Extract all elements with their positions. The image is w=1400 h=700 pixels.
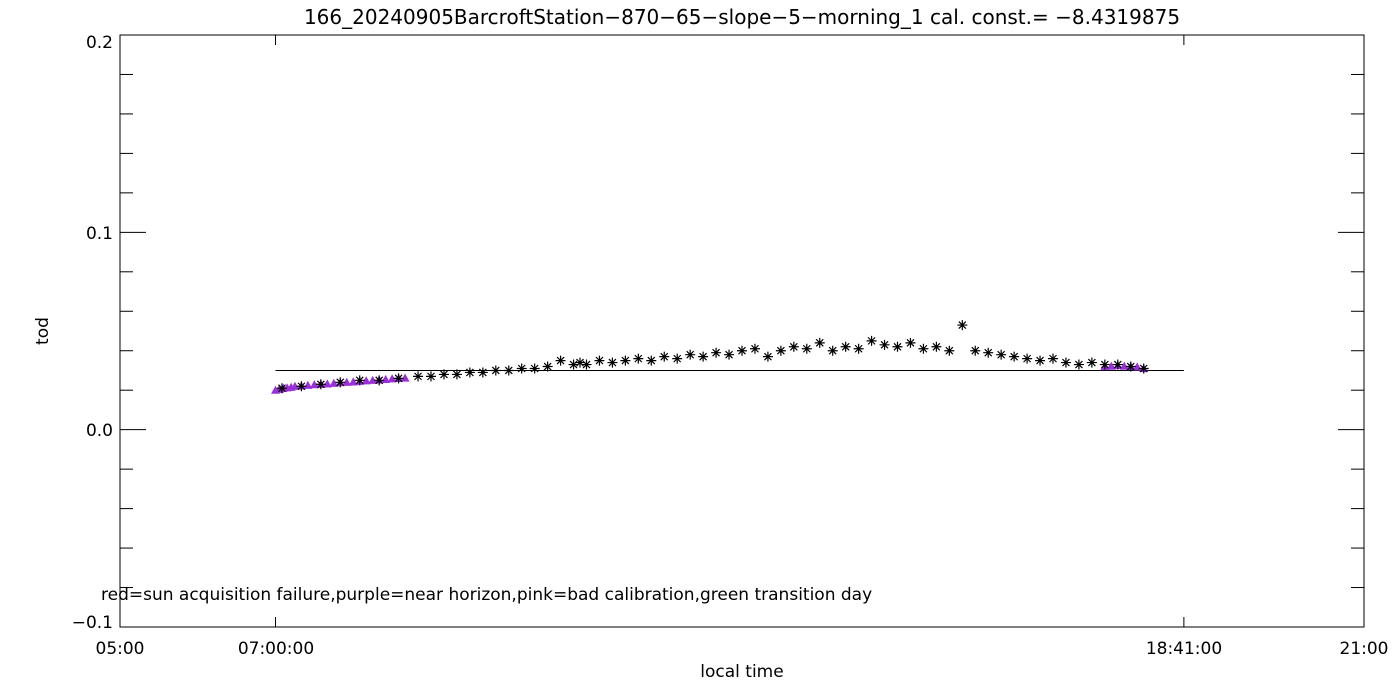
- tod-point: [633, 353, 644, 364]
- tod-point: [438, 369, 449, 380]
- tod-point: [354, 375, 365, 386]
- tod-point: [503, 365, 514, 376]
- plot-frame: [119, 34, 1365, 628]
- tod-point: [749, 343, 760, 354]
- tod-point: [620, 355, 631, 366]
- tod-point: [788, 341, 799, 352]
- tod-point: [335, 377, 346, 388]
- near-horizon-point: [329, 378, 339, 387]
- tod-point: [918, 343, 929, 354]
- x-axis-label: local time: [700, 662, 783, 682]
- tod-point: [1048, 353, 1058, 364]
- tod-point: [827, 345, 838, 356]
- color-legend-note: red=sun acquisition failure,purple=near …: [101, 585, 872, 605]
- tod-point: [516, 363, 527, 374]
- tod-point: [711, 347, 722, 358]
- tod-point: [568, 359, 579, 370]
- tod-point: [879, 339, 890, 350]
- tod-point: [957, 320, 968, 331]
- tod-point: [477, 367, 488, 378]
- y-axis-label: tod: [33, 317, 53, 345]
- tod-point: [542, 361, 553, 372]
- tod-point: [315, 379, 326, 390]
- chart-title: 166_20240905BarcroftStation−870−65−slope…: [304, 5, 1180, 29]
- tod-point: [905, 337, 916, 348]
- tod-point: [724, 349, 735, 360]
- tod-point: [296, 381, 307, 392]
- tod-point: [1125, 361, 1136, 372]
- tod-point: [451, 369, 462, 380]
- near-horizon-point: [322, 379, 332, 388]
- near-horizon-point: [290, 381, 300, 390]
- tod-point: [1035, 355, 1046, 366]
- tod-point: [970, 345, 981, 356]
- tod-point: [983, 347, 994, 358]
- tod-point: [374, 375, 385, 386]
- tod-point: [413, 371, 424, 382]
- data-points: [271, 320, 1149, 394]
- x-tick-label-end: 21:00: [1340, 639, 1389, 659]
- tod-point: [866, 335, 877, 346]
- tod-point: [1073, 359, 1084, 370]
- near-horizon-point: [342, 377, 352, 386]
- tod-point: [762, 351, 773, 362]
- tod-point: [490, 365, 501, 376]
- tod-point: [996, 349, 1007, 360]
- tod-point: [464, 367, 475, 378]
- tod-point: [737, 345, 747, 356]
- tod-point: [801, 343, 812, 354]
- tod-point: [607, 357, 618, 368]
- near-horizon-point: [368, 375, 378, 384]
- tod-point: [1009, 351, 1020, 362]
- near-horizon-point: [348, 377, 358, 386]
- near-horizon-point: [361, 376, 371, 385]
- tod-point: [659, 351, 670, 362]
- tod-point: [575, 357, 586, 368]
- y-axis-ticks: [120, 34, 1364, 628]
- tod-point: [1112, 359, 1123, 370]
- near-horizon-point: [387, 374, 397, 383]
- tod-point: [555, 355, 566, 366]
- tod-point: [840, 341, 851, 352]
- tod-point: [672, 353, 683, 364]
- tod-point: [393, 373, 404, 384]
- tod-point: [646, 355, 657, 366]
- tod-point: [1099, 359, 1110, 370]
- tod-point: [529, 363, 540, 374]
- x-tick-label-last-obs: 18:41:00: [1146, 639, 1222, 659]
- x-tick-label-first-obs: 07:00:00: [238, 639, 314, 659]
- tod-point: [931, 341, 942, 352]
- x-axis-ticks: [119, 35, 1365, 627]
- y-tick-label-max: 0.2: [86, 33, 113, 53]
- tod-point: [1138, 363, 1149, 374]
- tod-point: [775, 345, 786, 356]
- tod-point: [892, 341, 903, 352]
- tod-point: [944, 345, 955, 356]
- near-horizon-point: [309, 380, 319, 389]
- tod-point: [698, 351, 709, 362]
- tod-point: [426, 371, 436, 382]
- y-tick-label-min: −0.1: [72, 613, 113, 633]
- tod-point: [1086, 357, 1097, 368]
- tod-point: [581, 359, 592, 370]
- tod-point: [1060, 357, 1071, 368]
- tod-point: [276, 383, 287, 394]
- tod-point: [1022, 353, 1033, 364]
- tod-point: [685, 349, 696, 360]
- near-horizon-point: [1119, 361, 1129, 370]
- y-tick-label-0-1: 0.1: [86, 224, 113, 244]
- near-horizon-point: [400, 373, 410, 382]
- near-horizon-point: [1106, 361, 1116, 370]
- tod-point: [594, 355, 605, 366]
- tod-point: [853, 343, 864, 354]
- y-tick-label-zero: 0.0: [86, 421, 113, 441]
- x-tick-label-start: 05:00: [96, 639, 145, 659]
- tod-point: [814, 337, 825, 348]
